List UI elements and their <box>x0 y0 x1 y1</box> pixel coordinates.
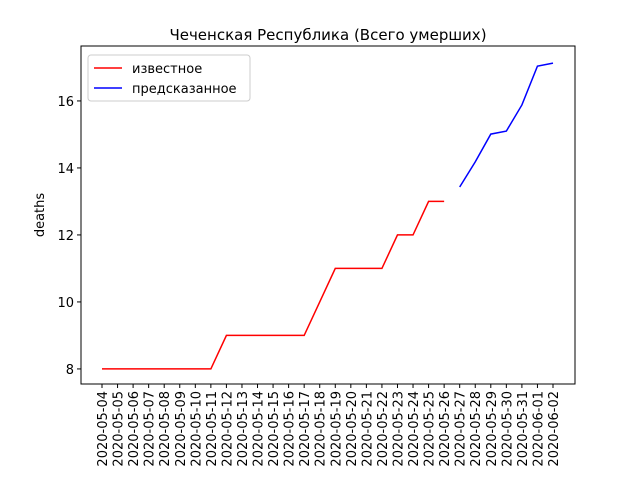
x-tick-label: 2020-05-04 <box>96 391 111 467</box>
x-tick-label: 2020-05-20 <box>345 391 360 467</box>
series-line <box>459 62 554 188</box>
x-tick-label: 2020-05-06 <box>127 391 142 467</box>
x-tick-label: 2020-05-28 <box>469 391 484 467</box>
x-tick-label: 2020-05-31 <box>516 391 531 467</box>
x-tick-label: 2020-05-18 <box>314 391 329 467</box>
x-tick-label: 2020-05-23 <box>391 391 406 467</box>
x-tick-label: 2020-05-21 <box>360 391 375 467</box>
x-tick-label: 2020-05-30 <box>500 391 515 467</box>
y-tick-label: 16 <box>57 95 74 110</box>
x-tick-label: 2020-05-29 <box>485 391 500 467</box>
x-tick-label: 2020-05-24 <box>407 391 422 467</box>
x-tick-label: 2020-05-26 <box>438 391 453 467</box>
x-tick-label: 2020-05-17 <box>298 391 313 467</box>
plot-frame <box>80 45 576 385</box>
y-tick-label: 14 <box>57 162 74 177</box>
x-tick-label: 2020-05-11 <box>205 391 220 467</box>
x-tick-label: 2020-06-01 <box>531 391 546 467</box>
x-tick-label: 2020-05-14 <box>252 391 267 467</box>
legend-label: известное <box>132 62 202 77</box>
x-tick-label: 2020-05-08 <box>158 391 173 467</box>
y-tick-label: 12 <box>57 229 74 244</box>
y-tick-label: 8 <box>66 363 74 378</box>
x-tick-label: 2020-05-13 <box>236 391 251 467</box>
y-tick-label: 10 <box>57 296 74 311</box>
x-tick-label: 2020-05-05 <box>112 391 127 467</box>
x-tick-label: 2020-05-25 <box>423 391 438 467</box>
x-tick-label: 2020-05-07 <box>143 391 158 467</box>
x-tick-label: 2020-05-15 <box>267 391 282 467</box>
x-tick-label: 2020-05-09 <box>174 391 189 467</box>
series-line <box>102 200 445 370</box>
x-tick-label: 2020-05-10 <box>189 391 204 467</box>
x-tick-label: 2020-06-02 <box>547 391 562 467</box>
legend-label: предсказанное <box>132 82 237 97</box>
x-tick-label: 2020-05-19 <box>329 391 344 467</box>
x-tick-label: 2020-05-22 <box>376 391 391 467</box>
legend-box <box>87 54 251 102</box>
chart-title: Чеченская Республика (Всего умерших) <box>169 26 486 44</box>
x-tick-label: 2020-05-16 <box>283 391 298 467</box>
x-tick-label: 2020-05-27 <box>454 391 469 467</box>
x-tick-label: 2020-05-12 <box>220 391 235 467</box>
y-axis-label: deaths <box>33 193 48 238</box>
